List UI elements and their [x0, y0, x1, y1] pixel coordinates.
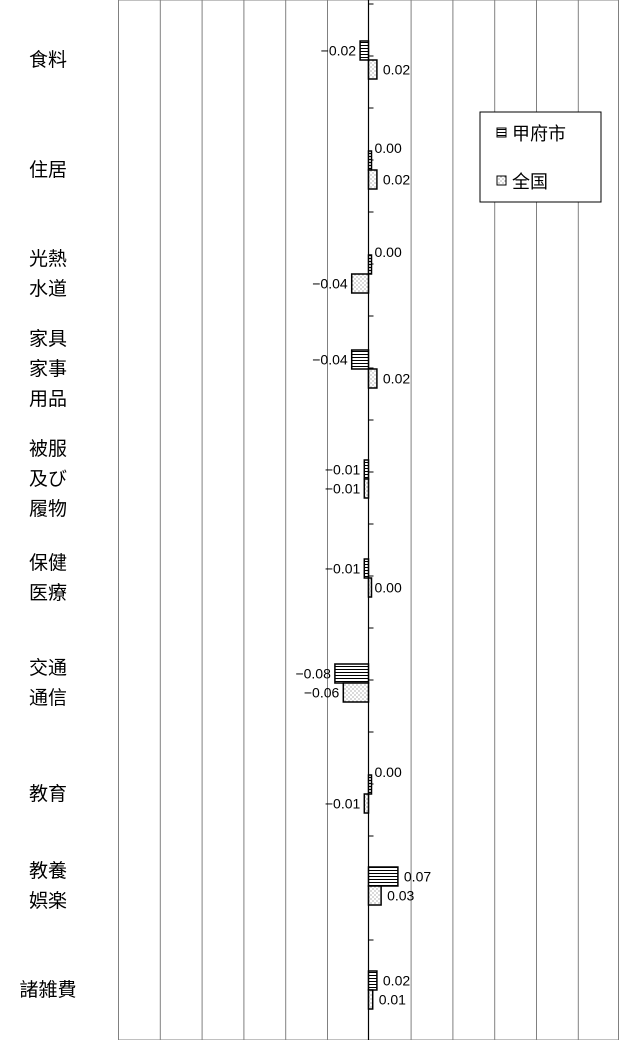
data-label-national: 0.02: [383, 371, 410, 387]
bar-kofu: [359, 40, 370, 61]
category-label: 用品: [29, 388, 67, 410]
category-label: 通信: [29, 687, 67, 709]
bar-kofu: [367, 774, 373, 795]
bar-national: [367, 368, 378, 389]
data-label-national: −0.06: [304, 685, 340, 701]
data-label-national: −0.01: [325, 481, 361, 497]
bar-kofu: [334, 663, 370, 684]
category-label: 保健: [29, 552, 67, 574]
bar-kofu: [367, 970, 378, 991]
bar-national: [342, 682, 370, 703]
data-label-national: 0.01: [379, 992, 406, 1008]
category-label: 食料: [29, 49, 67, 71]
data-label-kofu: 0.00: [375, 764, 402, 780]
data-label-national: −0.01: [325, 796, 361, 812]
category-label: 光熱: [29, 248, 67, 270]
legend-swatch-national: [496, 175, 507, 186]
data-label-national: 0.00: [375, 580, 402, 596]
category-label: 及び: [29, 468, 67, 490]
data-label-national: 0.03: [387, 888, 414, 904]
category-label: 医療: [29, 582, 67, 604]
bar-national: [363, 478, 370, 499]
bars: [334, 40, 399, 1010]
data-label-kofu: 0.00: [375, 140, 402, 156]
category-label: 家具: [29, 328, 67, 350]
bar-national: [367, 169, 378, 190]
bar-national: [363, 793, 370, 814]
data-label-national: 0.02: [383, 62, 410, 78]
data-label-kofu: 0.00: [375, 244, 402, 260]
legend-label-national: 全国: [512, 172, 548, 193]
bar-national: [367, 885, 382, 906]
category-label: 水道: [29, 278, 67, 300]
category-label: 住居: [29, 159, 67, 181]
data-label-kofu: −0.02: [321, 43, 357, 59]
category-label: 家事: [29, 358, 67, 380]
bar-kofu: [350, 349, 370, 370]
data-label-kofu: 0.02: [383, 973, 410, 989]
category-label: 履物: [29, 498, 67, 520]
bar-national: [367, 59, 378, 80]
category-label: 交通: [29, 657, 67, 679]
bar-national: [350, 273, 370, 294]
bar-kofu: [363, 558, 370, 579]
bar-national: [367, 577, 373, 598]
legend: 甲府市 全国: [479, 111, 602, 203]
category-label: 教育: [29, 783, 67, 805]
legend-label-kofu: 甲府市: [512, 124, 566, 145]
bar-kofu: [367, 866, 399, 887]
bar-kofu: [363, 459, 370, 480]
data-label-national: 0.02: [383, 172, 410, 188]
data-label-kofu: −0.01: [325, 561, 361, 577]
data-label-kofu: −0.04: [312, 352, 348, 368]
category-label: 教養: [29, 860, 67, 882]
data-labels: −0.02 0.02 0.00 0.02 0.00 −0.04 −0.04 0.02 −0.01…: [295, 43, 431, 1008]
data-label-kofu: −0.01: [325, 462, 361, 478]
bar-kofu: [367, 150, 373, 171]
data-label-kofu: −0.08: [295, 666, 331, 682]
category-label: 被服: [29, 438, 67, 460]
category-label: 諸雑費: [19, 979, 76, 1001]
bar-national: [367, 989, 374, 1010]
legend-swatch-kofu: [496, 127, 507, 138]
data-label-national: −0.04: [312, 276, 348, 292]
bar-kofu: [367, 254, 373, 275]
data-label-kofu: 0.07: [404, 869, 431, 885]
legend-frame: [479, 111, 602, 203]
category-label: 娯楽: [29, 890, 67, 912]
